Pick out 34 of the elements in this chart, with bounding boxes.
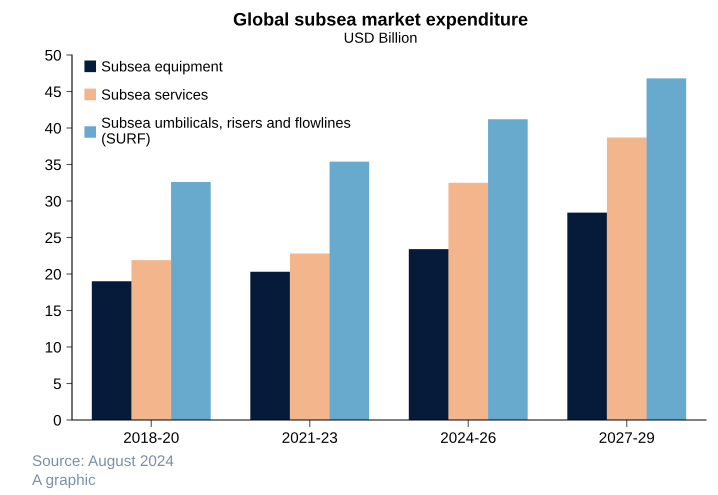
source-note: Source: August 2024 [32, 455, 174, 470]
y-tick-label: 10 [46, 342, 61, 353]
y-tick-label: 20 [45, 268, 61, 280]
y-tick-label: 40 [44, 122, 61, 134]
y-tick-label: 0 [54, 414, 61, 426]
bar [606, 137, 647, 420]
x-tick-label: 2027-29 [599, 432, 654, 444]
x-tick-label: 2021-23 [282, 432, 338, 444]
y-tick-label: 50 [45, 50, 61, 61]
bar [567, 212, 607, 420]
bar [171, 182, 211, 420]
bar [92, 281, 132, 420]
bar [488, 119, 528, 420]
y-tick-label: 25 [45, 232, 61, 244]
bar [131, 260, 172, 420]
x-tick-label: 2024-26 [440, 432, 496, 444]
chart-title: Global subsea market expenditure [234, 12, 528, 30]
legend-label: Subsea umbilicals, risers and flowlines (SURF) [102, 117, 350, 146]
y-tick-label: 5 [54, 378, 61, 390]
bar [250, 272, 290, 420]
y-tick-label: 35 [45, 159, 61, 170]
bar [330, 162, 370, 420]
chart-subtitle: USD Billion [344, 32, 416, 43]
y-tick-label: 15 [46, 306, 61, 316]
legend-label: Subsea services [102, 89, 208, 100]
legend-label: Subsea equipment [102, 60, 223, 74]
bar [290, 254, 330, 420]
text: A graphic [32, 474, 96, 488]
y-tick-label: 30 [45, 196, 61, 207]
y-tick-label: 45 [44, 86, 61, 98]
bar [646, 78, 686, 420]
x-tick-label: 2018-20 [124, 432, 179, 444]
bar [448, 182, 488, 420]
bar [408, 249, 448, 420]
